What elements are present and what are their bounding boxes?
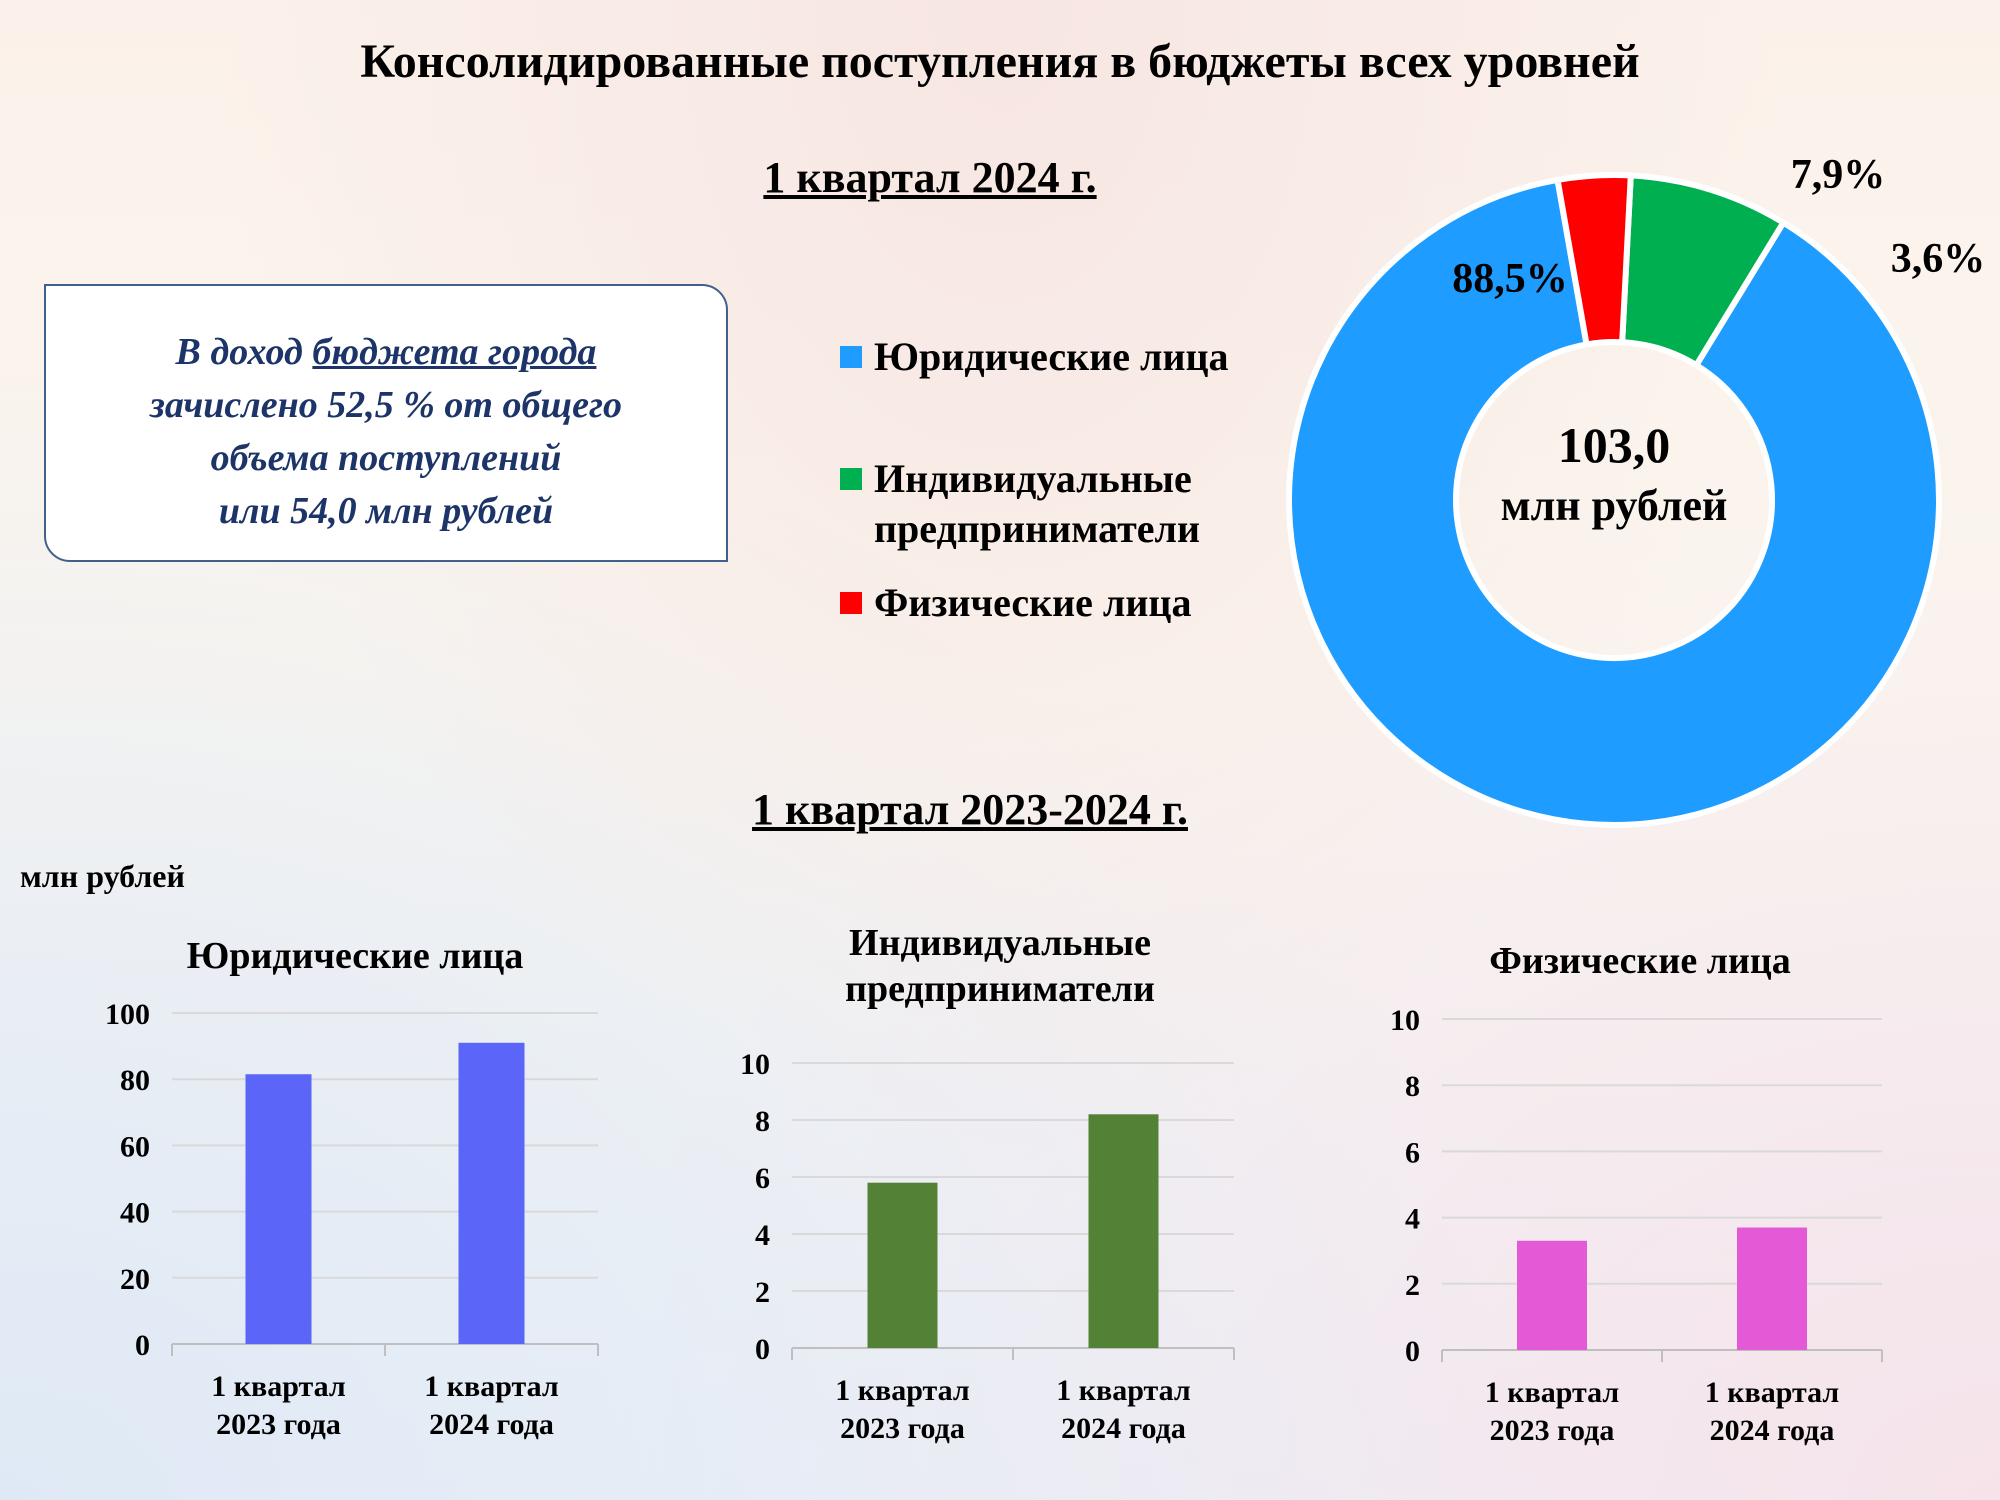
y-tick-label: 6 xyxy=(755,1162,770,1195)
y-tick-label: 2 xyxy=(1405,1269,1420,1302)
unit-label: млн рублей xyxy=(20,858,185,894)
bar xyxy=(458,1042,525,1344)
y-tick-label: 4 xyxy=(1405,1203,1420,1236)
x-tick-label-line-2: 2024 года xyxy=(429,1408,554,1441)
y-tick-label: 0 xyxy=(135,1329,150,1362)
y-tick-label: 2 xyxy=(755,1276,770,1309)
donut-section-title: 1 квартал 2024 г. xyxy=(763,153,1097,202)
donut-data-label: 7,9% xyxy=(1791,152,1886,198)
chart-title-entrepreneurs: Индивидуальные предприниматели xyxy=(760,920,1240,1012)
y-tick-label: 8 xyxy=(1405,1070,1420,1103)
y-tick-label: 100 xyxy=(105,998,150,1031)
chart-title-legal-entities: Юридические лица xyxy=(186,935,524,977)
x-tick-label-line-2: 2023 года xyxy=(840,1412,965,1445)
x-tick-label-line-2: 2024 года xyxy=(1710,1414,1835,1447)
bar-section-title: 1 квартал 2023-2024 г. xyxy=(752,785,1188,834)
y-tick-label: 6 xyxy=(1405,1136,1420,1169)
x-tick-label-line-1: 1 квартал xyxy=(1056,1374,1191,1407)
legend-label: Индивидуальные предприниматели xyxy=(874,454,1200,554)
chart-title-line-1: Индивидуальные xyxy=(849,922,1151,964)
info-line-1: В доход бюджета города xyxy=(46,326,726,379)
y-tick-label: 20 xyxy=(120,1263,150,1296)
x-tick-label-line-2: 2023 года xyxy=(216,1408,341,1441)
bar xyxy=(867,1182,938,1348)
donut-data-label: 88,5% xyxy=(1452,256,1568,302)
legend-label-line-1: Индивидуальные xyxy=(874,456,1192,501)
legend-swatch-red xyxy=(840,592,862,614)
bar xyxy=(1088,1114,1159,1348)
x-tick-label-line-2: 2023 года xyxy=(1490,1414,1615,1447)
bar xyxy=(1737,1227,1807,1350)
donut-slice-individuals xyxy=(1554,172,1634,348)
y-tick-label: 10 xyxy=(1390,1004,1420,1037)
donut-center-value: 103,0 xyxy=(1558,417,1671,473)
y-tick-label: 40 xyxy=(120,1197,150,1230)
y-tick-label: 4 xyxy=(755,1219,770,1252)
x-tick-label-line-2: 2024 года xyxy=(1061,1412,1186,1445)
y-tick-label: 10 xyxy=(740,1048,770,1081)
legend-label-line-2: предприниматели xyxy=(874,506,1201,551)
chart-title-individuals: Физические лица xyxy=(1489,940,1791,982)
donut-data-label: 3,6% xyxy=(1891,236,1986,282)
y-tick-label: 60 xyxy=(120,1130,150,1163)
bar xyxy=(1517,1240,1587,1350)
y-tick-label: 0 xyxy=(1405,1335,1420,1368)
x-tick-label-line-1: 1 квартал xyxy=(1705,1376,1840,1409)
legend-swatch-green xyxy=(840,468,862,490)
donut-center-unit: млн рублей xyxy=(1501,481,1728,530)
donut-slice-legal-entities xyxy=(1286,176,1942,828)
x-tick-label-line-1: 1 квартал xyxy=(211,1370,346,1403)
y-tick-label: 80 xyxy=(120,1064,150,1097)
x-tick-label-line-1: 1 квартал xyxy=(835,1374,970,1407)
chart-title-line-2: предприниматели xyxy=(845,968,1155,1010)
x-tick-label-line-1: 1 квартал xyxy=(1485,1376,1620,1409)
y-tick-label: 0 xyxy=(755,1333,770,1366)
x-tick-label-line-1: 1 квартал xyxy=(424,1370,559,1403)
info-text: В доход xyxy=(175,331,313,373)
bar-chart-entrepreneurs: 0 2 4 6 8 10 1 квартал 2023 года 1 квартал 2024 г… xyxy=(740,1048,1235,1445)
bar xyxy=(245,1074,312,1344)
info-line-4: или 54,0 млн рублей xyxy=(218,490,554,532)
city-budget-link-text: бюджета города xyxy=(312,331,597,373)
legend-swatch-blue xyxy=(840,346,862,368)
info-box: В доход бюджета города зачислено 52,5 % … xyxy=(44,284,728,562)
info-line-2: зачислено 52,5 % от общего xyxy=(150,384,622,426)
donut-chart: 88,5% 7,9%3,6% 103,0 млн рублей xyxy=(1286,152,1986,828)
legend-label: Физические лица xyxy=(874,580,1192,625)
bar-chart-individuals: 0 2 4 6 8 10 1 квартал 2023 года 1 квартал 2024 г… xyxy=(1390,1004,1883,1447)
info-line-3: объема поступлений xyxy=(210,437,562,479)
legend-label: Юридические лица xyxy=(874,334,1229,379)
bar-chart-legal-entities: 0 20 40 60 80 100 1 квартал 2023 года 1 квартал 2… xyxy=(105,998,599,1441)
y-tick-label: 8 xyxy=(755,1105,770,1138)
page-title: Консолидированные поступления в бюджеты … xyxy=(360,35,1640,88)
